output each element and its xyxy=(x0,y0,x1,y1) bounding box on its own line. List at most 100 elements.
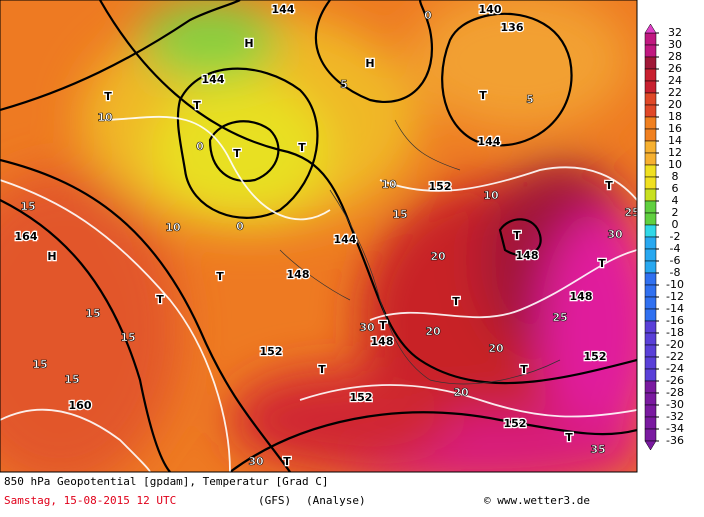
legend-swatch xyxy=(644,356,657,370)
pressure-center: T xyxy=(193,99,201,112)
legend-swatch xyxy=(644,320,657,334)
contour-label: 25 xyxy=(552,311,567,324)
legend-swatch xyxy=(644,296,657,310)
legend-swatch xyxy=(644,92,657,106)
legend-swatch xyxy=(644,176,657,190)
legend-swatch xyxy=(644,128,657,142)
legend-label: -30 xyxy=(666,398,684,411)
legend-label: 32 xyxy=(668,26,682,39)
pressure-center: H xyxy=(365,57,374,70)
legend-swatch xyxy=(644,368,657,382)
contour-label: 152 xyxy=(584,350,607,363)
pressure-center: T xyxy=(513,229,521,242)
pressure-center: T xyxy=(104,90,112,103)
pressure-center: T xyxy=(156,293,164,306)
legend-label: -28 xyxy=(666,386,684,399)
legend-label: -36 xyxy=(666,434,684,447)
legend-swatch xyxy=(644,104,657,118)
pressure-center: T xyxy=(565,431,573,444)
contour-label: 25 xyxy=(624,206,639,219)
contour-label: 15 xyxy=(20,200,35,213)
legend-label: 8 xyxy=(672,170,679,183)
legend-swatch xyxy=(644,404,657,418)
contour-label: 30 xyxy=(359,321,375,334)
legend-swatch xyxy=(644,80,657,94)
contour-label: 148 xyxy=(570,290,593,303)
legend-label: 4 xyxy=(672,194,679,207)
legend-label: 28 xyxy=(668,50,682,63)
contour-label: 15 xyxy=(392,208,407,221)
contour-label: 10 xyxy=(97,111,113,124)
legend-swatch xyxy=(644,260,657,274)
contour-label: 30 xyxy=(248,455,264,468)
legend-label: 18 xyxy=(668,110,682,123)
legend-label: -18 xyxy=(666,326,684,339)
contour-label: 15 xyxy=(32,358,47,371)
contour-label: 144 xyxy=(334,233,357,246)
legend-label: 6 xyxy=(672,182,679,195)
legend-swatch xyxy=(644,200,657,214)
contour-label: 0 xyxy=(236,220,244,233)
legend-label: 2 xyxy=(672,206,679,219)
contour-label: 136 xyxy=(501,21,524,34)
contour-label: 152 xyxy=(504,417,527,430)
legend-swatch xyxy=(644,416,657,430)
legend-label: 20 xyxy=(668,98,682,111)
legend-label: 22 xyxy=(668,86,682,99)
contour-label: 15 xyxy=(64,373,79,386)
legend-label: -22 xyxy=(666,350,684,363)
legend-label: -32 xyxy=(666,410,684,423)
contour-label: 164 xyxy=(15,230,38,243)
legend-arrow-top xyxy=(644,23,657,34)
pressure-center: H xyxy=(47,250,56,263)
legend-label: -16 xyxy=(666,314,684,327)
contour-label: 148 xyxy=(371,335,394,348)
legend-swatch xyxy=(644,164,657,178)
legend-swatch xyxy=(644,380,657,394)
contour-label: 144 xyxy=(272,3,295,16)
contour-label: 0 xyxy=(424,9,432,22)
legend-swatch xyxy=(644,428,657,442)
footer-credit: © www.wetter3.de xyxy=(484,494,590,507)
legend-label: -24 xyxy=(666,362,684,375)
contour-label: 152 xyxy=(260,345,283,358)
legend-label: 10 xyxy=(668,158,682,171)
contour-label: 152 xyxy=(350,391,373,404)
contour-label: 20 xyxy=(488,342,504,355)
legend-swatch xyxy=(644,56,657,70)
contour-label: 10 xyxy=(483,189,499,202)
legend-label: -12 xyxy=(666,290,684,303)
legend-swatch xyxy=(644,224,657,238)
pressure-center: T xyxy=(452,295,460,308)
legend-arrow-bottom xyxy=(644,440,657,451)
legend-label: 16 xyxy=(668,122,682,135)
contour-label: 144 xyxy=(202,73,225,86)
legend-swatch xyxy=(644,68,657,82)
legend-swatch xyxy=(644,188,657,202)
contour-label: 10 xyxy=(165,221,181,234)
contour-label: 20 xyxy=(425,325,441,338)
contour-label: 152 xyxy=(429,180,452,193)
legend-swatch xyxy=(644,212,657,226)
contour-label: 140 xyxy=(479,3,502,16)
legend-swatch xyxy=(644,140,657,154)
contour-label: 148 xyxy=(516,249,539,262)
legend-label: 30 xyxy=(668,38,682,51)
legend-label: -20 xyxy=(666,338,684,351)
footer-date: Samstag, 15-08-2015 12 UTC xyxy=(4,494,176,507)
legend-swatch xyxy=(644,44,657,58)
legend-swatch xyxy=(644,32,657,46)
legend-label: 0 xyxy=(672,218,679,231)
pressure-center: T xyxy=(520,363,528,376)
contour-label: 0 xyxy=(196,140,204,153)
pressure-center: T xyxy=(216,270,224,283)
legend-label: -4 xyxy=(670,242,681,255)
contour-label: 35 xyxy=(590,443,605,456)
legend-label: 26 xyxy=(668,62,682,75)
legend-swatch xyxy=(644,152,657,166)
legend-swatch xyxy=(644,236,657,250)
legend-swatch xyxy=(644,344,657,358)
contour-label: 5 xyxy=(340,78,348,91)
